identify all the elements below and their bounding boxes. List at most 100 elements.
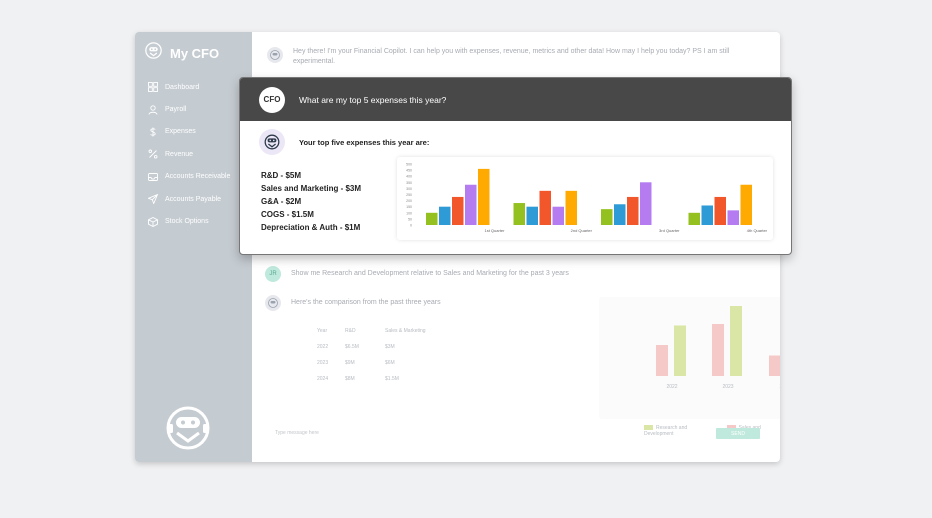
list-item: Depreciation & Auth - $1M <box>261 223 361 232</box>
chart-bar <box>452 196 464 225</box>
chart-bar <box>513 203 525 225</box>
send-icon <box>147 194 158 205</box>
chart-bar <box>526 206 538 225</box>
sidebar-item-stock-options[interactable]: Stock Options <box>147 210 230 232</box>
user-message: JR Show me Research and Development rela… <box>265 266 569 282</box>
chart-bar <box>601 209 613 225</box>
answer-title: Your top five expenses this year are: <box>299 137 430 147</box>
y-tick-label: 100 <box>406 211 412 215</box>
app-title: My CFO <box>170 45 220 61</box>
popup-question: What are my top 5 expenses this year? <box>299 94 447 105</box>
expenses-popup: CFO What are my top 5 expenses this year… <box>239 77 792 255</box>
y-tick-label: 50 <box>408 217 412 221</box>
sidebar-item-expenses[interactable]: Expenses <box>147 121 230 143</box>
x-tick-label: 2nd Quarter <box>571 228 593 233</box>
x-tick-label: 2024 <box>779 384 780 390</box>
chart-bar <box>701 205 713 225</box>
comparison-chart-svg: 2022 2023 2024 <box>656 306 780 390</box>
user-avatar: JR <box>265 266 281 282</box>
chart-bar <box>426 212 438 225</box>
x-tick-label: 2022 <box>666 384 677 390</box>
sidebar: My CFO Dashboard Payroll Expenses <box>135 32 252 462</box>
table-cell: $3M <box>385 344 395 350</box>
chart-bar <box>640 182 652 225</box>
sidebar-item-dashboard[interactable]: Dashboard <box>147 76 230 98</box>
chart-bar <box>769 355 780 376</box>
x-tick-label: 1st Quarter <box>484 228 505 233</box>
table-row: 2023 $9M $6M <box>317 360 426 376</box>
legend-item: Research and Development <box>644 425 713 437</box>
table-cell: $6.5M <box>345 344 359 350</box>
bot-reply-text: Here's the comparison from the past thre… <box>291 299 441 306</box>
table-header: R&D <box>345 328 356 334</box>
sidebar-item-label: Accounts Payable <box>165 195 222 203</box>
brand[interactable]: My CFO <box>145 42 219 64</box>
legend-swatch <box>644 425 653 431</box>
grid-icon <box>147 82 158 93</box>
y-tick-label: 450 <box>406 169 412 173</box>
sidebar-item-revenue[interactable]: Revenue <box>147 143 230 165</box>
chart-bar <box>656 345 668 376</box>
table-row: 2024 $8M $1.5M <box>317 376 426 392</box>
chart-bar <box>465 184 477 225</box>
y-tick-label: 0 <box>410 224 412 228</box>
y-tick-label: 500 <box>406 163 412 167</box>
chart-bar <box>539 190 551 225</box>
chart-bar <box>478 168 490 225</box>
table-cell: 2023 <box>317 360 329 366</box>
bot-reply-message: Here's the comparison from the past thre… <box>265 295 441 311</box>
robot-avatar-icon <box>259 129 285 155</box>
sidebar-item-label: Stock Options <box>165 218 209 226</box>
percent-icon <box>147 149 158 160</box>
comparison-table: Year R&D Sales & Marketing 2022 $6.5M $3… <box>317 328 426 392</box>
chart-bar <box>714 196 726 225</box>
table-header-row: Year R&D Sales & Marketing <box>317 328 426 344</box>
chart-bar <box>712 324 724 376</box>
list-item: COGS - $1.5M <box>261 210 314 219</box>
x-tick-label: 3rd Quarter <box>659 228 680 233</box>
greeting-text: Hey there! I'm your Financial Copilot. I… <box>293 48 730 65</box>
table-header: Year <box>317 328 328 334</box>
inbox-icon <box>147 171 158 182</box>
chart-bar <box>727 210 739 225</box>
send-button[interactable]: SEND <box>716 428 760 439</box>
comparison-chart: 2022 2023 2024 <box>599 297 780 419</box>
chart-bar <box>627 196 639 225</box>
sidebar-nav: Dashboard Payroll Expenses Revenue <box>147 76 230 233</box>
cfo-badge: CFO <box>259 86 285 113</box>
popup-header: CFO What are my top 5 expenses this year… <box>240 78 791 121</box>
table-cell: $1.5M <box>385 376 399 382</box>
sidebar-item-label: Dashboard <box>165 83 200 91</box>
chart-bar <box>740 184 752 225</box>
sidebar-item-label: Expenses <box>165 128 196 136</box>
bot-avatar-icon <box>267 47 283 63</box>
chat-area: Hey there! I'm your Financial Copilot. I… <box>252 32 780 462</box>
y-tick-label: 250 <box>406 193 412 197</box>
y-tick-label: 150 <box>406 205 412 209</box>
expenses-chart: 0 50 100 150 200 250 300 350 400 450 500 1st Quarte… <box>397 157 773 240</box>
table-cell: 2024 <box>317 376 329 382</box>
list-item: R&D - $5M <box>261 171 302 180</box>
expense-list: R&D - $5M Sales and Marketing - $3M G&A … <box>261 169 361 234</box>
robot-logo-icon <box>145 42 162 64</box>
chart-bar <box>439 206 451 225</box>
chart-bar <box>552 206 564 225</box>
dollar-icon <box>147 126 158 137</box>
sidebar-item-payroll[interactable]: Payroll <box>147 98 230 120</box>
table-cell: $8M <box>345 376 355 382</box>
message-input[interactable]: Type message here <box>275 430 319 436</box>
box-icon <box>147 216 158 227</box>
list-item: G&A - $2M <box>261 197 302 206</box>
sidebar-item-accounts-receivable[interactable]: Accounts Receivable <box>147 166 230 188</box>
x-tick-label: 2023 <box>722 384 733 390</box>
table-cell: $6M <box>385 360 395 366</box>
y-tick-label: 350 <box>406 181 412 185</box>
expenses-chart-svg: 0 50 100 150 200 250 300 350 400 450 500 1st Quarte… <box>406 163 768 234</box>
table-header: Sales & Marketing <box>385 328 426 334</box>
sidebar-item-label: Accounts Receivable <box>165 173 231 181</box>
sidebar-item-accounts-payable[interactable]: Accounts Payable <box>147 188 230 210</box>
bot-avatar-icon <box>265 295 281 311</box>
robot-mascot-icon <box>166 406 210 455</box>
popup-answer-header: Your top five expenses this year are: <box>259 129 429 155</box>
sidebar-item-label: Revenue <box>165 150 194 158</box>
